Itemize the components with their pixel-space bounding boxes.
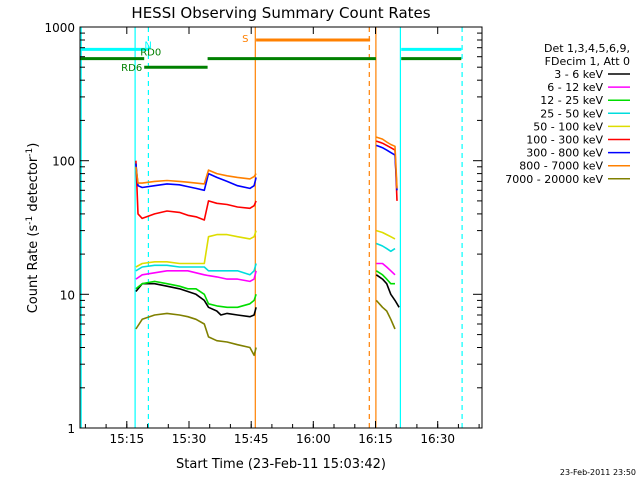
series-line-1-segment-1 [135,282,257,318]
legend-label-7: 300 - 800 keV [526,147,603,160]
y-tick-label-4: 1000 [44,21,75,35]
y-tick-label-1: 1 [67,422,75,436]
x-tick-label-5: 16:15 [358,432,393,446]
x-tick-label-3: 15:45 [234,432,269,446]
series-line-5-segment-1 [135,230,257,268]
state-label-n: N [144,40,151,51]
legend-label-5: 50 - 100 keV [533,120,603,133]
state-label-rd0: RD0 [140,48,161,59]
legend-label-1: 3 - 6 keV [554,68,603,81]
legend-label-6: 100 - 300 keV [526,134,603,147]
series-line-2-segment-1 [135,269,257,283]
series-line-1-segment-2 [375,274,400,308]
plot-frame [79,26,483,429]
state-label-s: S [242,34,248,45]
y-tick-label-2: 10 [60,288,75,302]
legend-header-line-2: FDecim 1, Att 0 [545,55,630,68]
y-axis-label: Count Rate (s-1 detector-1) [25,143,41,314]
series-line-3-segment-2 [375,270,395,285]
series-line-4-segment-1 [135,263,257,276]
x-tick-label-6: 16:30 [420,432,455,446]
y-axis-label-part-3: ) [26,143,41,148]
series-line-8-segment-1 [135,166,257,185]
x-axis: 15:15 15:30 15:45 16:00 16:15 16:30 [84,27,480,446]
y-tick-label-3: 100 [52,155,75,169]
x-tick-label-2: 15:30 [172,432,207,446]
legend-label-4: 25 - 50 keV [540,107,603,120]
legend: Det 1,3,4,5,6,9, FDecim 1, Att 0 3 - 6 k… [505,42,630,186]
series-line-4-segment-2 [376,242,396,253]
y-axis-label-part-2: detector [26,156,41,216]
series-line-6-segment-1 [135,160,257,221]
legend-label-2: 6 - 12 keV [547,81,603,94]
legend-header-line-1: Det 1,3,4,5,6,9, [544,42,630,55]
series-line-5-segment-2 [376,229,396,240]
legend-label-8: 800 - 7000 keV [519,160,603,173]
x-tick-label-4: 16:00 [296,432,331,446]
series-line-9-segment-2 [375,299,396,330]
legend-label-3: 12 - 25 keV [540,94,603,107]
y-axis: 1 10 100 1000 [44,21,482,436]
y-axis-label-sup-1: -1 [25,216,35,225]
y-axis-label-part-1: Count Rate (s [26,225,41,314]
x-axis-label: Start Time (23-Feb-11 15:03:42) [176,457,386,472]
legend-label-9: 7000 - 20000 keV [505,173,603,186]
series-line-7-segment-1 [135,163,257,192]
series-line-9-segment-1 [135,312,257,357]
series-line-8-segment-2 [376,136,398,189]
series-line-3-segment-1 [135,280,257,309]
footer-timestamp: 23-Feb-2011 23:50 [560,468,636,477]
chart-title: HESSI Observing Summary Count Rates [131,4,430,22]
series-line-2-segment-2 [376,262,396,276]
x-tick-label-1: 15:15 [110,432,145,446]
state-label-rd6: RD6 [121,63,142,74]
y-axis-label-sup-2: -1 [25,148,35,157]
